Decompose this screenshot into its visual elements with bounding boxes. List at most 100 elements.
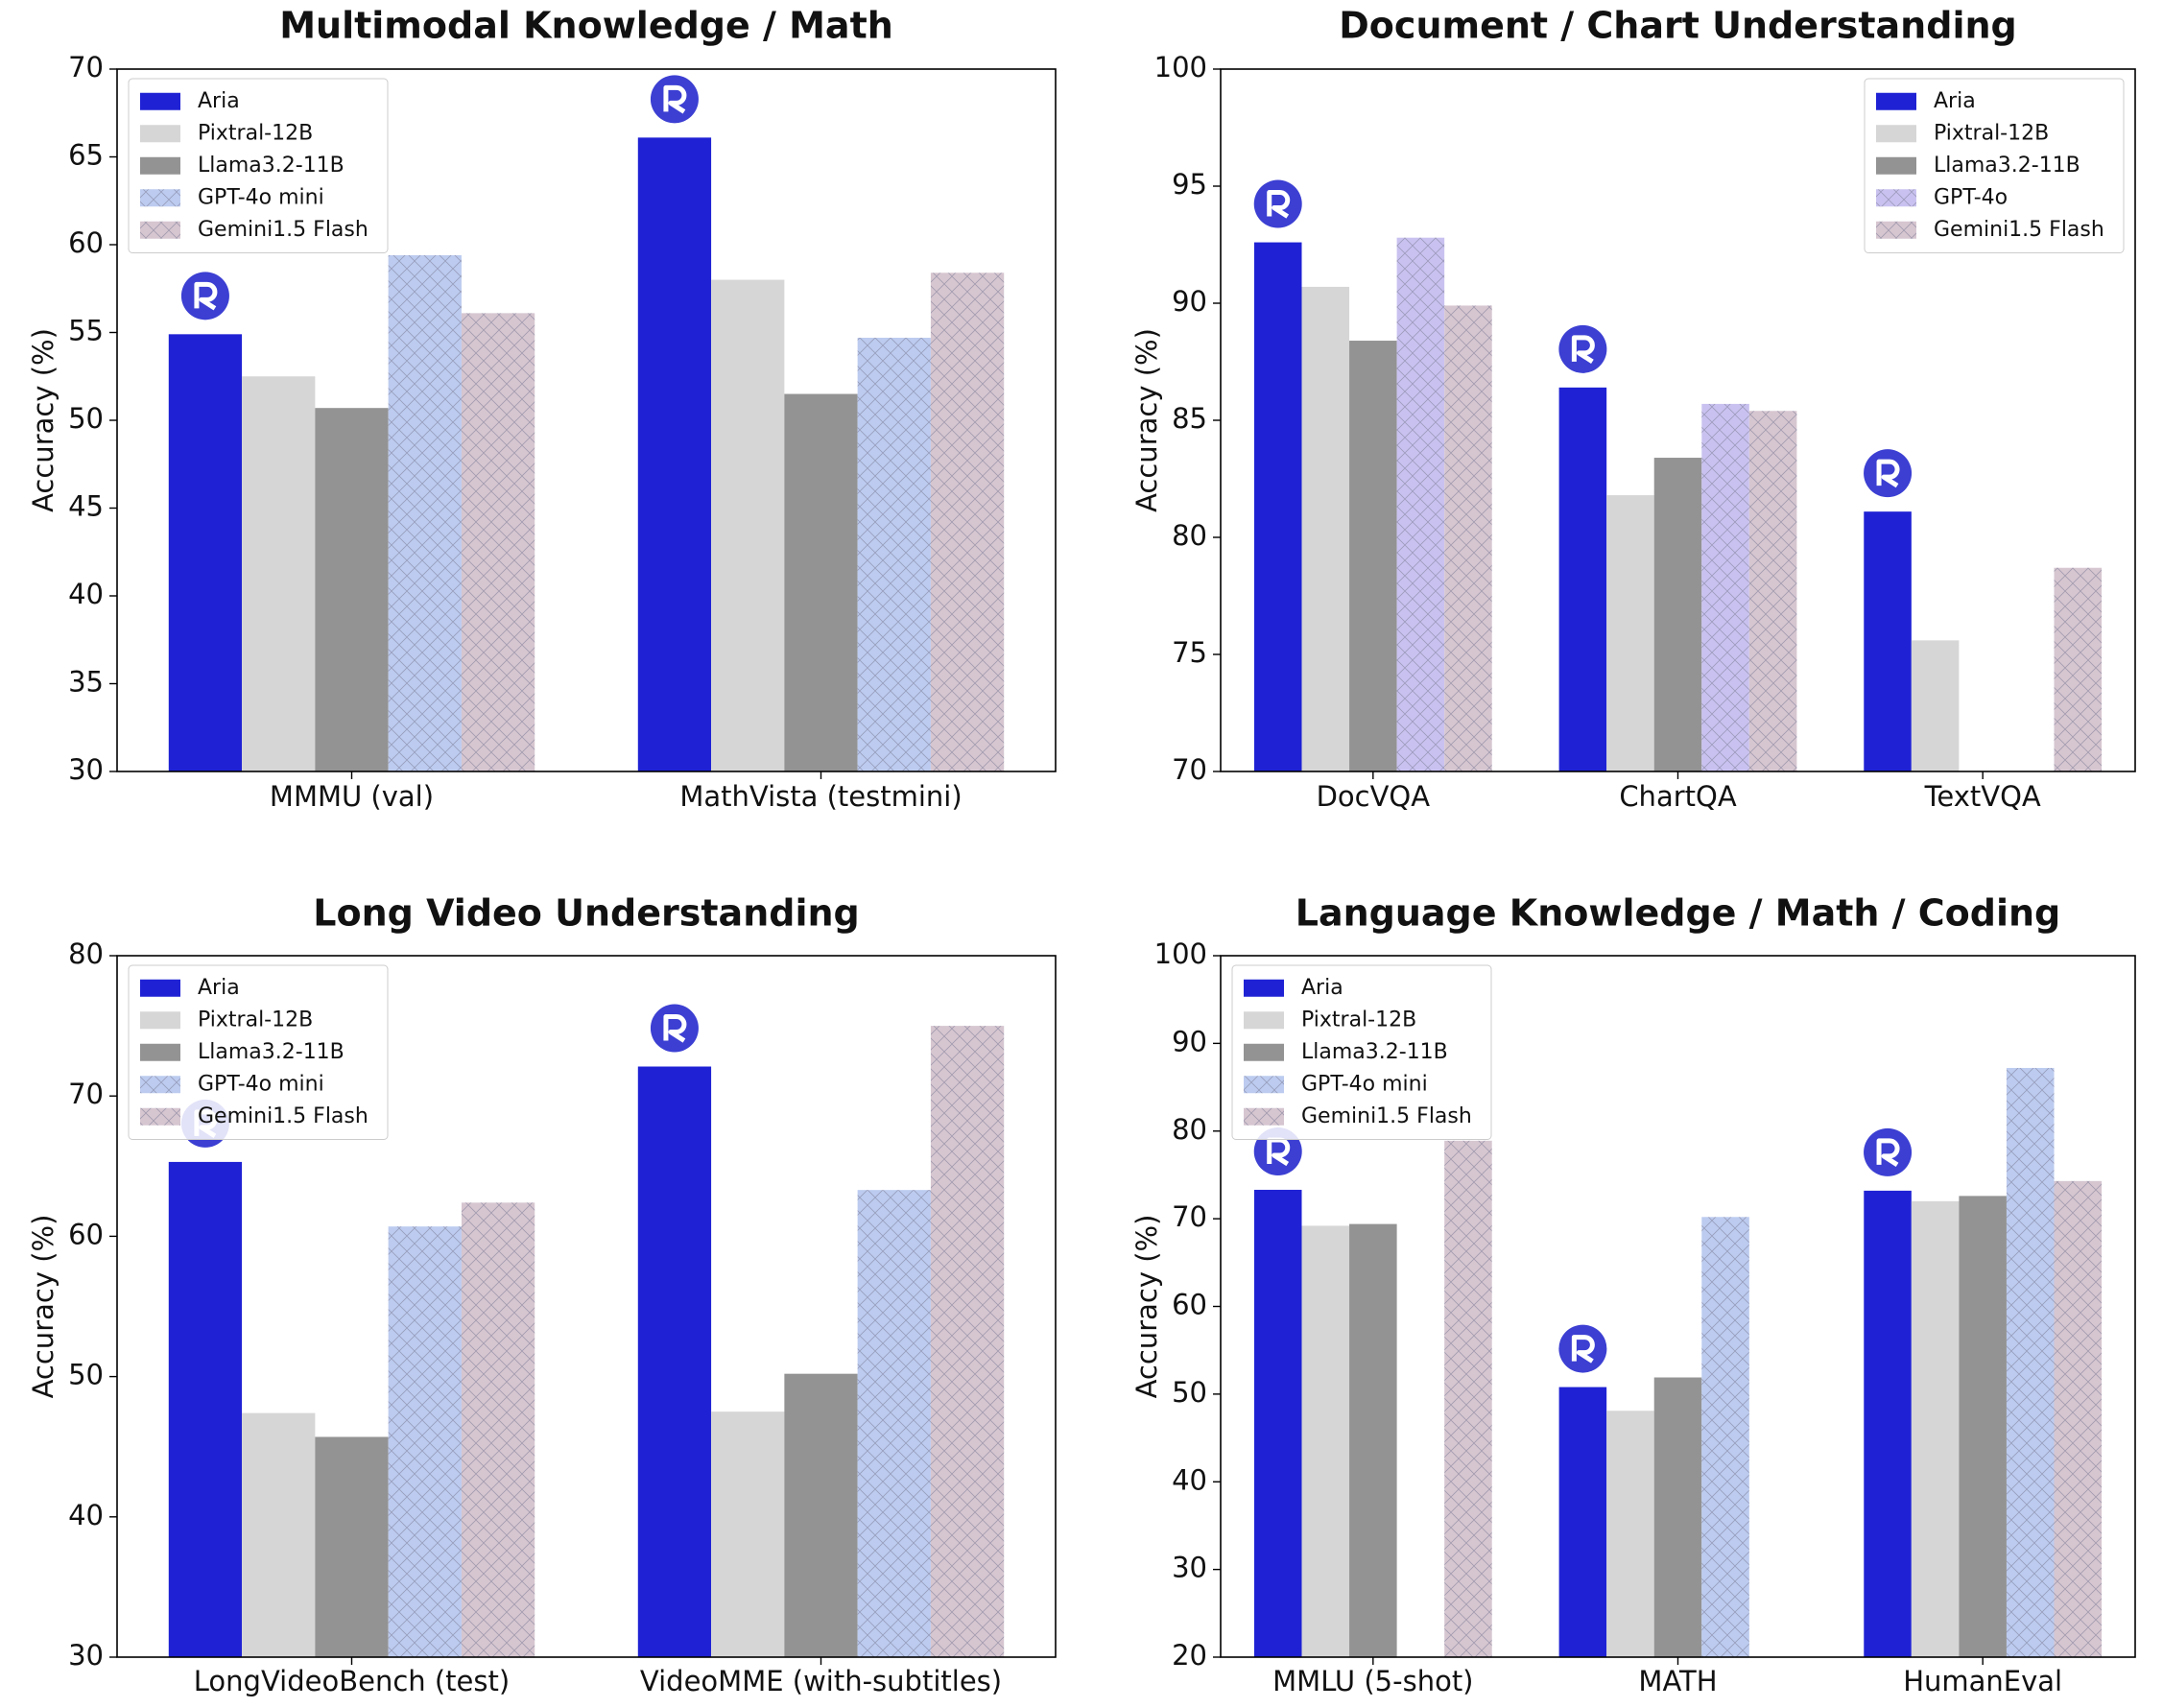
legend-label: Llama3.2-11B [198, 154, 345, 178]
bar [857, 337, 931, 771]
legend-swatch [1876, 156, 1916, 175]
bar [1864, 511, 1912, 771]
y-tick-label: 65 [68, 139, 104, 172]
y-tick-label: 75 [1172, 636, 1207, 669]
bar [930, 1026, 1005, 1657]
x-tick-label: VideoMME (with-subtitles) [640, 1665, 1002, 1697]
bar [168, 1161, 243, 1657]
model-logo [1253, 179, 1302, 228]
x-tick-label: TextVQA [1924, 780, 2041, 813]
bar [1253, 242, 1302, 771]
model-logo [1558, 324, 1607, 373]
legend-frame [1231, 964, 1492, 1140]
x-tick-label: MMMU (val) [270, 780, 434, 813]
chart-panel: Long Video Understanding Accuracy (%) 30 40… [27, 892, 1057, 1697]
y-tick-label: 100 [1154, 937, 1207, 970]
legend-label: GPT-4o mini [1301, 1072, 1428, 1096]
model-logo [1864, 449, 1913, 498]
legend-swatch [140, 1043, 180, 1061]
legend-label: Pixtral-12B [198, 1008, 313, 1032]
plot-frame [116, 68, 1057, 772]
y-tick-label: 35 [68, 666, 104, 699]
legend-swatch [140, 221, 180, 239]
legend-label: Pixtral-12B [198, 121, 313, 145]
legend-label: Llama3.2-11B [1301, 1040, 1448, 1064]
legend-swatch [1244, 979, 1284, 997]
model-logo [180, 272, 229, 320]
legend-label: Gemini1.5 Flash [1301, 1104, 1472, 1128]
legend-frame [128, 964, 389, 1140]
legend-swatch [140, 92, 180, 110]
y-tick-label: 70 [68, 51, 104, 83]
y-tick-label: 90 [1172, 285, 1207, 318]
legend-frame [128, 78, 389, 253]
y-tick-label: 100 [1154, 51, 1207, 83]
bar [1253, 1189, 1302, 1657]
bar [1349, 341, 1397, 771]
bar [1301, 1225, 1350, 1657]
legend-swatch [1876, 189, 1916, 207]
bar [1748, 411, 1797, 771]
bar [315, 1436, 389, 1657]
bar [2054, 1180, 2103, 1657]
y-tick-label: 80 [1172, 1113, 1207, 1146]
legend-swatch [140, 979, 180, 997]
y-tick-label: 70 [1172, 1200, 1207, 1233]
legend-swatch [1876, 125, 1916, 143]
bar [461, 313, 535, 771]
x-tick-label: ChartQA [1619, 780, 1737, 813]
x-tick-label: LongVideoBench (test) [194, 1665, 510, 1697]
bar [784, 1373, 858, 1657]
bar [711, 279, 785, 772]
y-tick-label: 30 [68, 753, 104, 786]
bar [1444, 1140, 1492, 1657]
legend-swatch [1244, 1011, 1284, 1030]
bar [1701, 1217, 1749, 1657]
bar [242, 1412, 316, 1657]
bar [1606, 1411, 1654, 1657]
y-tick-label: 60 [1172, 1289, 1207, 1321]
chart-title: Document / Chart Understanding [1339, 5, 2016, 47]
model-logo [1558, 1324, 1607, 1373]
y-tick-label: 90 [1172, 1025, 1207, 1057]
legend-swatch [140, 1107, 180, 1126]
bar [1349, 1223, 1397, 1657]
bar [1701, 403, 1749, 771]
y-tick-label: 85 [1172, 402, 1207, 435]
legend-swatch [1244, 1107, 1284, 1126]
legend-label: Aria [198, 89, 240, 113]
plot-frame [116, 955, 1057, 1658]
legend-label: GPT-4o mini [198, 1072, 324, 1096]
y-tick-label: 60 [68, 226, 104, 259]
legend-swatch [140, 189, 180, 207]
legend-label: Aria [198, 976, 240, 1000]
bar [242, 376, 316, 771]
legend-label: Pixtral-12B [1934, 121, 2049, 145]
x-tick-label: HumanEval [1903, 1665, 2062, 1697]
legend-swatch [140, 1011, 180, 1030]
legend: Aria Pixtral-12B Llama3.2-11B GPT-4o Gemini1… [1864, 78, 2125, 253]
legend-frame [1864, 78, 2125, 253]
bar [637, 137, 712, 771]
chart-panel: Language Knowledge / Math / Coding Accura… [1130, 892, 2136, 1697]
legend-label: Gemini1.5 Flash [1934, 218, 2104, 242]
legend: Aria Pixtral-12B Llama3.2-11B GPT-4o mini Ge… [128, 78, 389, 253]
y-tick-label: 55 [68, 315, 104, 347]
legend-label: Aria [1301, 976, 1343, 1000]
bar [388, 1226, 462, 1657]
legend-label: Llama3.2-11B [198, 1040, 345, 1064]
legend-label: GPT-4o [1934, 185, 2008, 209]
bar [2006, 1067, 2055, 1657]
model-logo [650, 1004, 699, 1053]
bar [711, 1411, 785, 1657]
y-tick-label: 70 [1172, 753, 1207, 786]
legend-label: Aria [1934, 89, 1976, 113]
bar [1911, 640, 1960, 771]
chart-title: Language Knowledge / Math / Coding [1295, 892, 2061, 935]
legend-swatch [140, 156, 180, 175]
legend: Aria Pixtral-12B Llama3.2-11B GPT-4o mini Ge… [1231, 964, 1492, 1140]
y-tick-label: 30 [68, 1639, 104, 1672]
chart-title: Long Video Understanding [313, 892, 859, 935]
bar [1444, 305, 1492, 771]
